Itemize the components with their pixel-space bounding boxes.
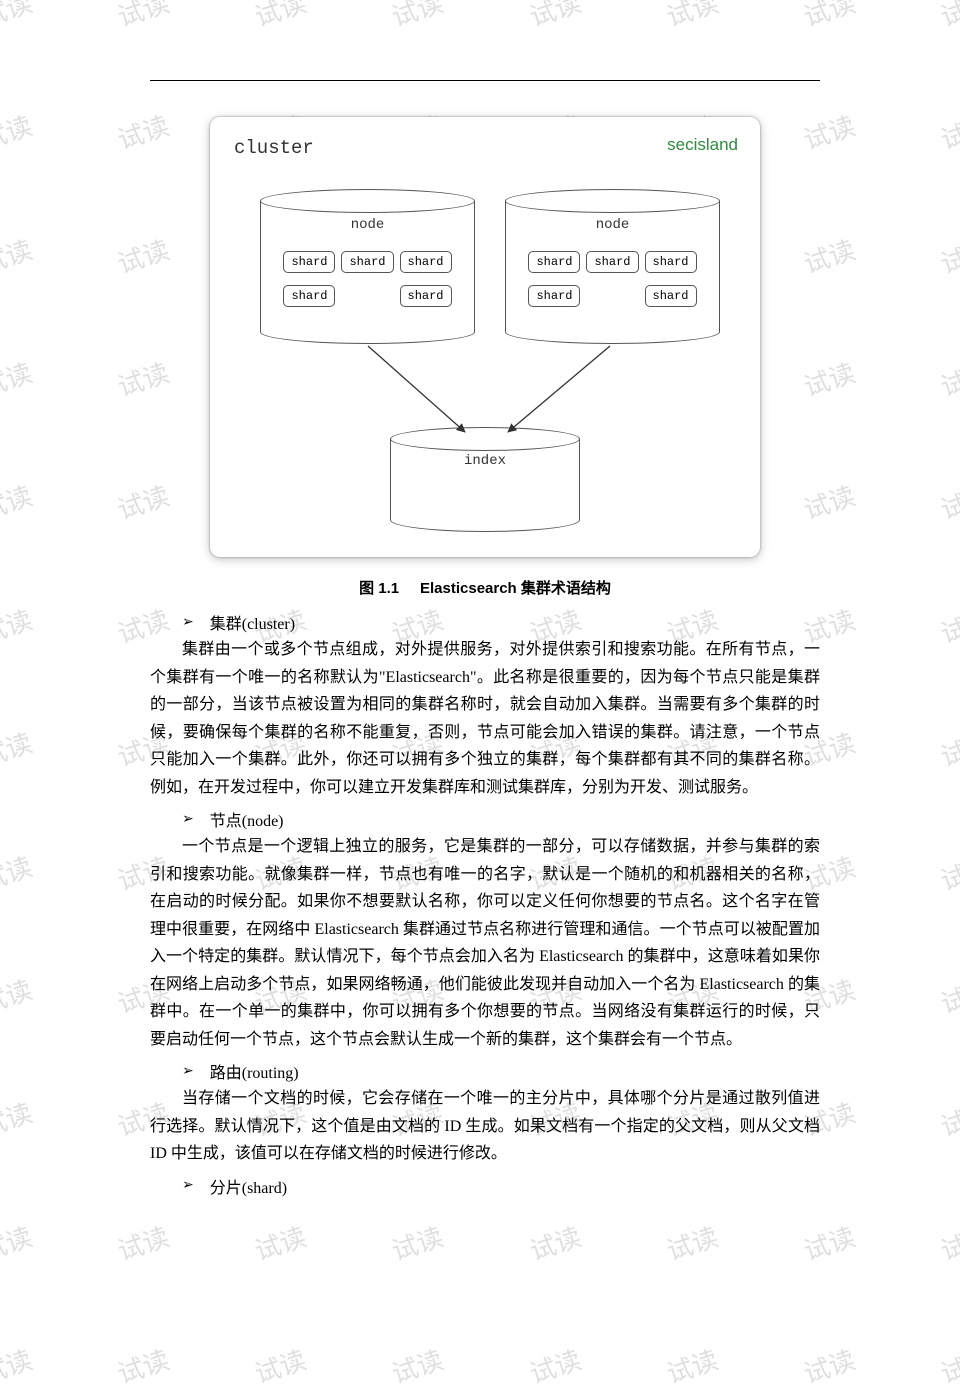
top-rule [150, 80, 820, 81]
shard-box: shard [283, 251, 335, 273]
shard-box: shard [400, 251, 452, 273]
shard-box: shard [341, 251, 393, 273]
cluster-label: cluster [234, 137, 314, 159]
section-title: 集群(cluster) [210, 610, 295, 634]
shard-box: shard [400, 285, 452, 307]
bullet-icon: ➢ [182, 811, 194, 828]
shard-row: shard shard shard [260, 251, 475, 273]
node-cylinder-1: node shard shard shard shard shard shard [260, 189, 475, 344]
shard-box: shard [645, 251, 697, 273]
section-title: 节点(node) [210, 807, 284, 831]
node-label: node [351, 217, 385, 233]
section-heading: ➢ 路由(routing) [150, 1059, 820, 1083]
cluster-diagram: cluster secisland node shard shard shard… [210, 117, 760, 557]
bullet-icon: ➢ [182, 614, 194, 631]
section-title: 分片(shard) [210, 1174, 287, 1198]
shard-box: shard [528, 251, 580, 273]
shard-box: shard [528, 285, 580, 307]
bullet-icon: ➢ [182, 1063, 194, 1080]
shard-row: shard shard shard [505, 251, 720, 273]
page-content: cluster secisland node shard shard shard… [0, 0, 960, 1260]
section-heading: ➢ 分片(shard) [150, 1174, 820, 1198]
node-label: node [596, 217, 630, 233]
section-body: 一个节点是一个逻辑上独立的服务，它是集群的一部分，可以存储数据，并参与集群的索引… [150, 833, 820, 1053]
shard-row: shard shard shard [260, 285, 475, 307]
brand-label: secisland [667, 135, 738, 155]
index-cylinder: index [390, 427, 580, 532]
caption-prefix: 图 1.1 [359, 580, 399, 597]
shard-row: shard shard shard [505, 285, 720, 307]
section-body: 集群由一个或多个节点组成，对外提供服务，对外提供索引和搜索功能。在所有节点，一个… [150, 636, 820, 801]
section-body: 当存储一个文档的时候，它会存储在一个唯一的主分片中，具体哪个分片是通过散列值进行… [150, 1085, 820, 1168]
figure-caption: 图 1.1 Elasticsearch 集群术语结构 [150, 577, 820, 598]
shard-box: shard [283, 285, 335, 307]
shard-box: shard [586, 251, 638, 273]
index-label: index [464, 453, 506, 469]
bullet-icon: ➢ [182, 1177, 194, 1194]
caption-text: Elasticsearch 集群术语结构 [420, 580, 611, 597]
shard-box: shard [645, 285, 697, 307]
node-cylinder-2: node shard shard shard shard shard shard [505, 189, 720, 344]
section-title: 路由(routing) [210, 1059, 299, 1083]
section-heading: ➢ 节点(node) [150, 807, 820, 831]
section-heading: ➢ 集群(cluster) [150, 610, 820, 634]
